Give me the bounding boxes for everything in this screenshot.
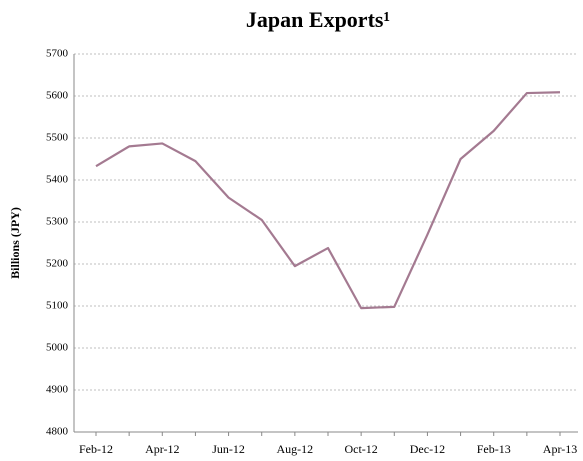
y-tick-label: 5700 [46, 48, 69, 60]
y-tick-label: 5400 [46, 174, 69, 186]
x-tick-label: Oct-12 [344, 442, 377, 456]
x-tick-label: Jun-12 [212, 442, 245, 456]
y-tick-label: 5200 [46, 258, 69, 270]
y-tick-label: 4900 [46, 384, 69, 396]
x-tick-label: Feb-13 [477, 442, 511, 456]
x-tick-label: Aug-12 [277, 442, 314, 456]
x-tick-label: Feb-12 [79, 442, 113, 456]
y-tick-label: 5000 [46, 342, 69, 354]
x-tick-label: Dec-12 [410, 442, 445, 456]
y-tick-label: 5100 [46, 300, 69, 312]
y-tick-label: 5600 [46, 90, 69, 102]
x-tick-label: Apr-13 [543, 442, 577, 456]
y-tick-label: 5500 [46, 132, 69, 144]
y-tick-label: 4800 [46, 426, 69, 438]
data-line [95, 91, 561, 310]
x-tick-label: Apr-12 [145, 442, 179, 456]
chart-title: Japan Exports¹ [246, 7, 390, 32]
y-axis-label: Billions (JPY) [8, 207, 22, 279]
y-tick-label: 5300 [46, 216, 69, 228]
